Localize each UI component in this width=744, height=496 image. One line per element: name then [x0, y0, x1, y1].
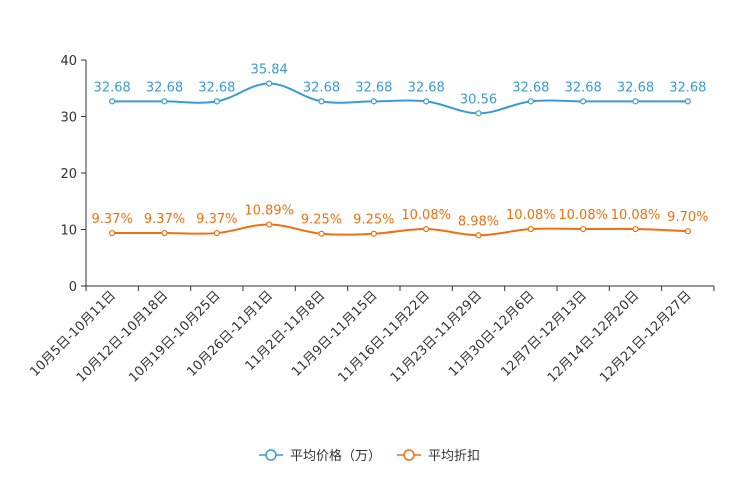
- data-label: 32.68: [94, 80, 131, 95]
- data-point[interactable]: [370, 230, 377, 237]
- data-point[interactable]: [109, 229, 116, 237]
- data-point[interactable]: [370, 98, 377, 105]
- x-tick-label: 10月19日-10月25日: [126, 288, 223, 385]
- data-point[interactable]: [423, 98, 430, 105]
- data-label: 32.68: [512, 80, 549, 95]
- data-point[interactable]: [266, 80, 273, 87]
- data-point[interactable]: [632, 98, 639, 105]
- data-label: 9.37%: [92, 212, 133, 227]
- legend-item-discount[interactable]: 平均折扣: [397, 449, 480, 464]
- data-point[interactable]: [632, 225, 639, 233]
- data-point[interactable]: [475, 232, 482, 239]
- x-tick-label: 10月5日-10月11日: [27, 288, 119, 380]
- data-point[interactable]: [527, 98, 534, 105]
- data-point[interactable]: [318, 230, 325, 237]
- data-point[interactable]: [580, 98, 587, 105]
- data-label: 32.68: [303, 80, 340, 95]
- data-point[interactable]: [527, 225, 534, 233]
- data-label: 10.08%: [558, 208, 608, 223]
- legend-marker-icon: [265, 449, 277, 461]
- y-tick-label: 20: [60, 167, 77, 182]
- data-label: 8.98%: [458, 214, 499, 229]
- data-point[interactable]: [161, 98, 168, 105]
- y-tick-label: 10: [60, 224, 77, 239]
- data-point[interactable]: [266, 221, 273, 228]
- y-tick-label: 40: [60, 54, 77, 69]
- x-tick-label: 11月16日-11月22日: [336, 288, 433, 385]
- data-point[interactable]: [109, 98, 116, 105]
- data-label: 32.68: [355, 80, 392, 95]
- data-label: 32.68: [198, 80, 235, 95]
- data-label: 10.89%: [244, 203, 294, 218]
- series-line-0: [112, 82, 688, 115]
- x-tick-label: 11月23日-11月29日: [388, 288, 485, 385]
- data-point[interactable]: [475, 110, 482, 117]
- data-label: 9.70%: [667, 210, 708, 225]
- data-point[interactable]: [684, 228, 691, 235]
- data-label: 32.68: [146, 80, 183, 95]
- legend-item-price[interactable]: 平均价格（万）: [259, 448, 381, 464]
- data-label: 10.08%: [401, 208, 451, 223]
- data-label: 10.08%: [611, 208, 661, 223]
- data-label: 32.68: [408, 80, 445, 95]
- data-point[interactable]: [161, 229, 168, 237]
- data-point[interactable]: [213, 98, 220, 105]
- data-label: 9.25%: [353, 213, 394, 228]
- data-point[interactable]: [213, 229, 220, 237]
- legend-label-discount: 平均折扣: [428, 449, 480, 464]
- x-tick-label: 12月14日-12月20日: [545, 288, 642, 385]
- data-point[interactable]: [580, 225, 587, 233]
- data-label: 35.84: [251, 63, 288, 78]
- y-tick-label: 0: [69, 280, 77, 295]
- legend-marker-icon: [403, 449, 415, 461]
- x-tick-label: 12月21日-12月27日: [597, 288, 694, 385]
- series-layer: 32.68 32.68 32.68 35.84 32.68 32.68 32.68 30.56…: [92, 63, 708, 239]
- series-line-1: [112, 223, 688, 237]
- legend-label-price: 平均价格（万）: [290, 448, 381, 464]
- data-point[interactable]: [423, 225, 430, 233]
- data-point[interactable]: [684, 98, 691, 105]
- data-label: 9.25%: [301, 213, 342, 228]
- data-label: 9.37%: [196, 212, 237, 227]
- data-label: 32.68: [669, 80, 706, 95]
- x-axis-ticks: 10月5日-10月11日10月12日-10月18日10月19日-10月25日10…: [27, 286, 715, 386]
- y-axis-ticks: 0 10 20 30 40: [60, 54, 86, 295]
- data-label: 10.08%: [506, 208, 556, 223]
- data-label: 30.56: [460, 92, 497, 107]
- data-label: 32.68: [565, 80, 602, 95]
- data-point[interactable]: [318, 98, 325, 105]
- legend[interactable]: 平均价格（万） 平均折扣: [259, 448, 480, 464]
- data-label: 32.68: [617, 80, 654, 95]
- x-tick-label: 10月12日-10月18日: [74, 288, 171, 385]
- y-tick-label: 30: [60, 111, 77, 126]
- data-label: 9.37%: [144, 212, 185, 227]
